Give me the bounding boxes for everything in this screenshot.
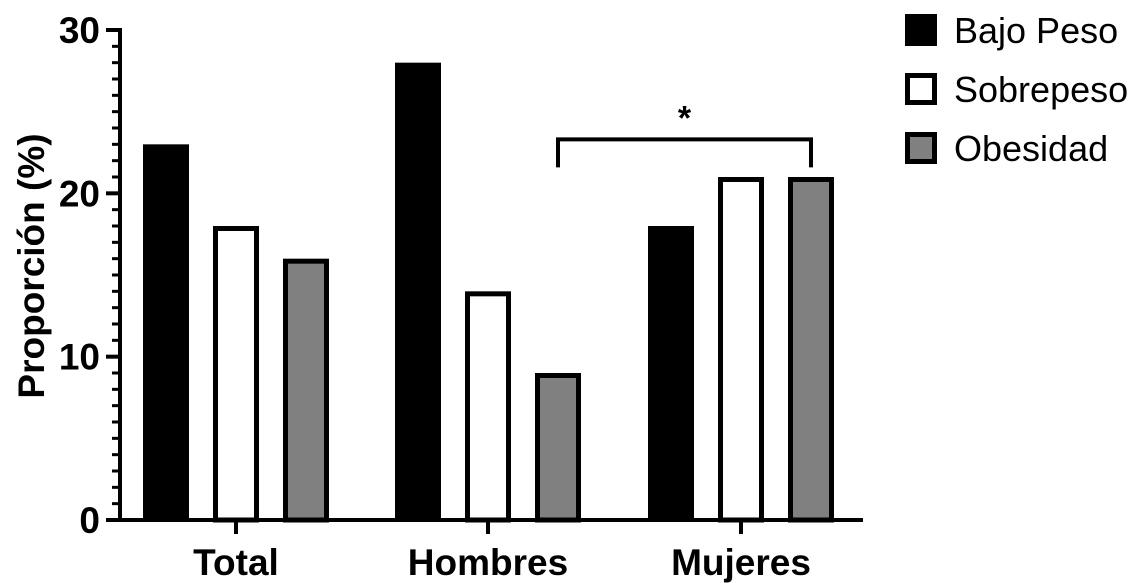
legend: Bajo Peso Sobrepeso Obesidad [905,10,1128,169]
x-tick-label: Mujeres [671,542,811,583]
bar-bajo-peso-total [143,144,189,521]
significance-bracket [556,137,813,168]
bar-sobrepeso-hombres [465,291,511,523]
x-tick-label: Total [193,542,279,583]
significance-star: * [678,99,692,137]
legend-swatch-obesidad [905,132,937,164]
bar-bajo-peso-mujeres [648,226,694,520]
legend-label-bajo-peso: Bajo Peso [954,10,1118,51]
bar-sobrepeso-total [213,226,259,523]
bars-group [143,62,834,523]
y-tick-label: 0 [79,500,100,541]
legend-swatch-sobrepeso [905,73,937,105]
bar-obesidad-mujeres [788,177,834,523]
y-axis-label: Proporción (%) [11,133,52,398]
y-tick-label: 20 [59,173,100,214]
significance-annotation: * [556,99,813,168]
bar-sobrepeso-mujeres [718,177,764,523]
bar-bajo-peso-hombres [395,62,441,521]
legend-label-sobrepeso: Sobrepeso [954,69,1128,110]
legend-swatch-bajo-peso [905,14,937,46]
bar-obesidad-total [283,258,329,523]
x-tick-label: Hombres [408,542,568,583]
y-ticks-group: 0 10 20 30 [59,10,120,541]
y-tick-label: 10 [59,337,100,378]
y-tick-label: 30 [59,10,100,51]
x-ticks-group: Total Hombres Mujeres [193,520,811,583]
legend-label-obesidad: Obesidad [954,128,1108,169]
bar-obesidad-hombres [535,373,581,523]
